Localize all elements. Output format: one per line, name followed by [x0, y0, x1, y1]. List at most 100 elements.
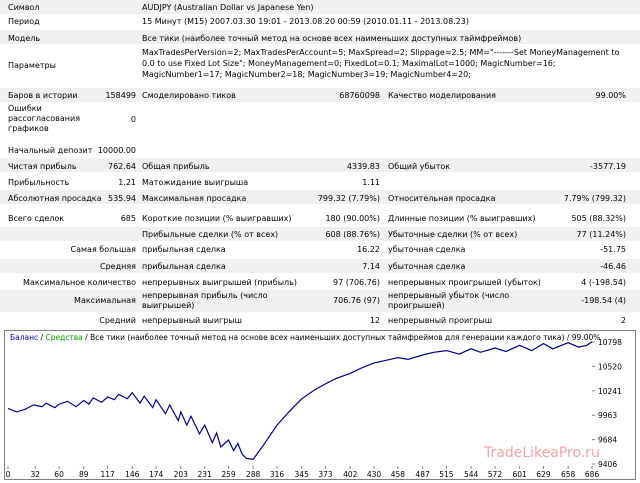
x-tick-label: 60: [54, 470, 64, 479]
x-tick-label: 629: [536, 470, 551, 479]
y-tick-label: 9963: [598, 411, 617, 420]
period-label: Период: [8, 17, 40, 26]
deposit-label: Начальный депозит: [8, 146, 93, 155]
row-band: [0, 88, 640, 102]
loss-trades-label: Убыточные сделки (% от всех): [388, 230, 518, 239]
x-tick-label: 373: [318, 470, 333, 479]
largest-profit-label: прибыльная сделка: [142, 245, 226, 254]
max-loss-value: -198.54 (4): [581, 296, 626, 305]
x-tick-label: 402: [343, 470, 358, 479]
avg-losses-value: 2: [620, 316, 626, 325]
x-tick-label: 487: [415, 470, 430, 479]
abs-drawdown-value: 535.94: [108, 194, 136, 203]
max-losses-label: непрерывных проигрышей (убыток): [388, 278, 541, 287]
row-band: [0, 227, 640, 241]
rel-drawdown-value: 7.79% (799.32): [563, 194, 626, 203]
x-tick-label: 259: [221, 470, 236, 479]
ticks-value: 68760098: [339, 91, 380, 100]
x-tick-label: 686: [585, 470, 600, 479]
short-positions-label: Короткие позиции (% выигравших): [142, 214, 292, 223]
profit-factor-label: Прибыльность: [8, 178, 70, 187]
chart-title-separator: /: [38, 333, 46, 342]
gross-loss-label: Общий убыток: [388, 162, 451, 171]
chart-title: Баланс / Средства / Все тики (наиболее т…: [10, 333, 600, 342]
loss-trades-value: 77 (11.24%): [576, 230, 626, 239]
avg-loss-label: убыточная сделка: [388, 262, 466, 271]
balance-chart: 0 32 60 89 117 146 174 203 231 259 288 316 345 373 402…: [4, 330, 636, 480]
avg-loss-value: -46.46: [600, 262, 626, 271]
errors-value: 0: [130, 115, 136, 124]
max-count-label: Максимальное количество: [23, 278, 136, 287]
x-tick-label: 658: [561, 470, 576, 479]
quality-label: Качество моделирования: [388, 91, 496, 100]
row-band: [0, 190, 640, 204]
largest-profit-value: 16.22: [357, 245, 380, 254]
x-tick-label: 316: [270, 470, 285, 479]
net-profit-value: 762.64: [108, 162, 136, 171]
symbol-label: Символ: [8, 3, 40, 12]
max-loss-label: непрерывный убыток (число проигрышей): [388, 291, 510, 310]
gross-loss-value: -3577.19: [590, 162, 626, 171]
row-band: [0, 158, 640, 172]
largest-loss-value: -51.75: [600, 245, 626, 254]
max-drawdown-value: 799.32 (7.79%): [317, 194, 380, 203]
expected-payoff-label: Матожидание выигрыша: [142, 178, 249, 187]
y-axis-ticks: 10798 10520 10241 9963 9684 9406: [592, 338, 622, 469]
max-losses-value: 4 (-198.54): [581, 278, 626, 287]
total-trades-label: Всего сделок: [8, 214, 65, 223]
avg-consecutive-label: Средний: [99, 316, 136, 325]
profit-trades-value: 608 (88.76%): [325, 230, 380, 239]
short-positions-value: 180 (90.00%): [325, 214, 380, 223]
report-table: Символ AUDJPY (Australian Dollar vs Japa…: [0, 0, 640, 325]
profit-factor-value: 1.21: [118, 178, 136, 187]
x-tick-label: 89: [79, 470, 89, 479]
avg-wins-value: 12: [369, 316, 380, 325]
model-label: Модель: [8, 34, 41, 43]
params-label: Параметры: [8, 61, 56, 70]
period-value: 15 Минут (M15) 2007.03.30 19:01 - 2013.0…: [142, 17, 470, 26]
bars-label: Баров в истории: [8, 91, 78, 100]
y-tick-label: 10798: [598, 338, 622, 347]
y-tick-label: 10520: [598, 362, 622, 371]
x-tick-label: 458: [391, 470, 406, 479]
chart-title-balance: Баланс: [10, 333, 39, 342]
chart-frame: [4, 330, 636, 480]
quality-value: 99.00%: [595, 91, 626, 100]
row-band: [0, 0, 640, 14]
x-tick-label: 174: [149, 470, 164, 479]
long-positions-label: Длинные позиции (% выигравших): [388, 214, 536, 223]
profit-trades-label: Прибыльные сделки (% от всех): [142, 230, 279, 239]
max-profit-value: 706.76 (97): [333, 296, 380, 305]
bars-value: 158499: [105, 91, 136, 100]
x-tick-label: 117: [100, 470, 115, 479]
gross-profit-label: Общая прибыль: [142, 162, 210, 171]
expected-payoff-value: 1.11: [362, 178, 380, 187]
x-tick-label: 572: [488, 470, 503, 479]
x-tick-label: 430: [367, 470, 382, 479]
x-tick-label: 345: [295, 470, 310, 479]
balance-series-line: [7, 341, 593, 460]
errors-label: Ошибки рассогласования графиков: [8, 104, 81, 133]
abs-drawdown-label: Абсолютная просадка: [8, 194, 102, 203]
net-profit-label: Чистая прибыль: [8, 162, 77, 171]
total-trades-value: 685: [120, 214, 136, 223]
y-tick-label: 9406: [598, 460, 617, 469]
x-tick-label: 515: [439, 470, 454, 479]
x-tick-label: 544: [464, 470, 479, 479]
avg-wins-label: непрерывный выигрыш: [142, 316, 242, 325]
long-positions-value: 505 (88.32%): [571, 214, 626, 223]
max-drawdown-label: Максимальная просадка: [142, 194, 247, 203]
gross-profit-value: 4339.83: [346, 162, 380, 171]
x-tick-label: 601: [512, 470, 527, 479]
avg-losses-label: непрерывный проигрыш: [388, 316, 493, 325]
avg-profit-label: прибыльная сделка: [142, 262, 226, 271]
x-tick-label: 0: [6, 470, 11, 479]
row-band: [0, 259, 640, 273]
x-tick-label: 146: [125, 470, 140, 479]
model-value: Все тики (наиболее точный метод на основ…: [142, 34, 522, 43]
ticks-label: Смоделировано тиков: [142, 91, 236, 100]
params-value: MaxTradesPerVersion=2; MaxTradesPerAccou…: [142, 48, 620, 79]
x-tick-label: 231: [197, 470, 212, 479]
row-band: [0, 30, 640, 44]
y-tick-label: 9684: [598, 436, 617, 445]
